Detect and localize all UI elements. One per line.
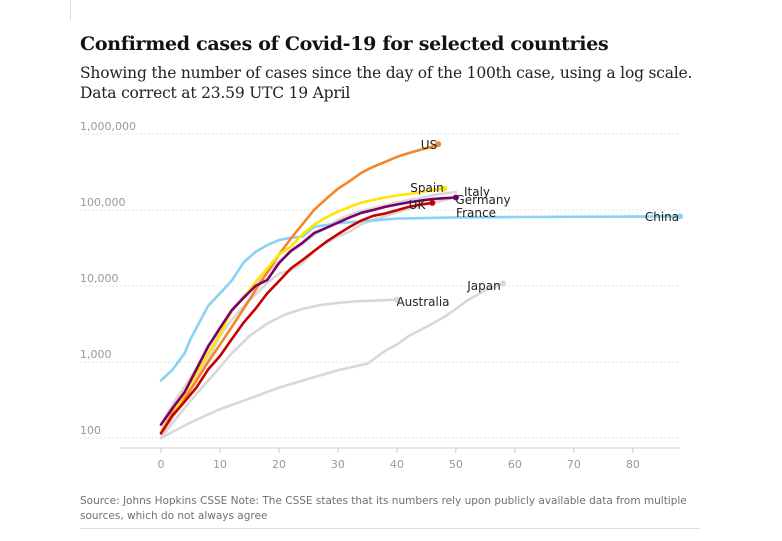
series-label-italy: Italy [464,185,490,199]
chart-subtitle: Showing the number of cases since the da… [80,64,693,102]
series-endpoint-australia [393,296,400,303]
chart-title: Confirmed cases of Covid-19 for selected… [80,33,609,55]
y-tick-label: 100,000 [80,196,126,209]
x-tick-label: 30 [331,458,345,471]
series-label-japan: Japan [466,279,500,293]
top-divider [70,0,71,20]
bottom-divider [80,528,700,529]
series-endpoint-uk [429,199,436,206]
x-tick-label: 20 [272,458,286,471]
series-line-china [159,215,682,382]
source-note: Source: Johns Hopkins CSSE Note: The CSS… [80,495,687,522]
y-tick-label: 10,000 [80,272,119,285]
x-tick-label: 50 [449,458,463,471]
series-label-australia: Australia [396,295,449,309]
x-tick-label: 0 [158,458,165,471]
series-label-spain: Spain [410,181,444,195]
series-endpoint-spain [441,185,448,192]
series-endpoint-us [435,141,442,148]
x-tick-label: 10 [213,458,227,471]
series-label-uk: UK [409,198,427,212]
x-tick-label: 80 [626,458,640,471]
series-line-japan [159,282,505,440]
series-label-china: China [645,210,679,224]
series-line-uk [159,201,434,435]
series-endpoint-china [677,213,683,220]
y-tick-label: 1,000 [80,348,112,361]
series-line-us [159,142,440,434]
chart-area: 100 1,000 10,000 100,000 1,000,000 0 10 20 30 40 5… [80,120,683,471]
y-tick-label: 1,000,000 [80,120,136,133]
series-endpoint-japan [500,280,507,287]
x-tick-label: 40 [390,458,404,471]
series-label-us: US [421,138,437,152]
x-tick-label: 60 [508,458,522,471]
series-endpoint-germany [452,194,459,201]
series-label-germany: Germany [455,193,510,207]
x-tick-label: 70 [567,458,581,471]
series-line-spain [159,187,446,434]
series-line-australia [159,298,399,440]
series-label-france: France [456,206,496,220]
series-line-germany [159,196,458,426]
y-tick-label: 100 [80,424,101,437]
